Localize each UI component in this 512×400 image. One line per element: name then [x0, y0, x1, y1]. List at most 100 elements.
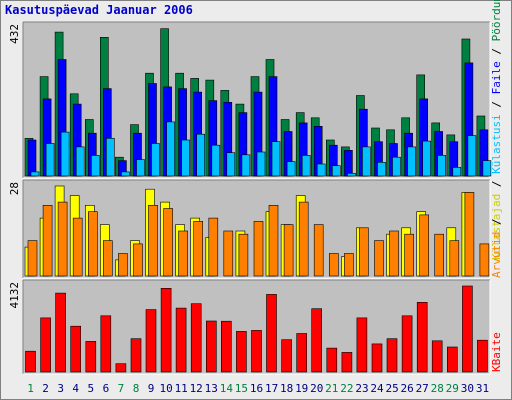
bar-k-lastusi-day-19: [301, 155, 311, 177]
bar-k-lastusi-day-11: [181, 139, 190, 177]
x-tick-label-23: 23: [355, 382, 368, 395]
x-tick-label-5: 5: [87, 382, 94, 395]
x-tick-label-8: 8: [133, 382, 140, 395]
bar-k-lastusi-day-14: [223, 230, 234, 277]
bar-k-lastusi-day-9: [148, 205, 158, 277]
bar-k-lastusi-day-4: [75, 146, 85, 177]
bar-k-lastusi-day-11: [178, 230, 188, 277]
bar-k-lastusi-day-7: [118, 253, 128, 277]
bar-kbaite-day-25: [386, 338, 398, 373]
bar-k-lastusi-day-26: [404, 233, 414, 277]
bar-kbaite-day-31: [477, 339, 488, 373]
bar-k-lastusi-day-12: [193, 221, 203, 277]
bar-k-lastusi-day-29: [449, 240, 460, 277]
bar-k-lastusi-day-14: [226, 152, 236, 177]
bar-k-lastusi-day-18: [286, 161, 296, 177]
bar-k-lastusi-day-31: [479, 243, 490, 277]
bar-k-lastusi-day-25: [392, 156, 401, 177]
panel-2-max-label: 28: [8, 182, 21, 195]
bar-k-lastusi-day-26: [407, 146, 416, 177]
x-tick-label-30: 30: [461, 382, 474, 395]
bar-kbaite-day-9: [145, 309, 157, 373]
bar-kbaite-day-19: [296, 333, 308, 373]
bar-kbaite-day-3: [55, 292, 66, 373]
bar-kbaite-day-27: [416, 301, 428, 373]
x-tick-label-10: 10: [159, 382, 172, 395]
bar-kbaite-day-29: [446, 346, 458, 373]
bar-k-lastusi-day-10: [163, 208, 173, 277]
panel-1-max-label: 432: [8, 24, 21, 44]
bar-k-lastusi-day-18: [283, 224, 294, 277]
bar-k-lastusi-day-17: [271, 141, 281, 177]
bar-k-lastusi-day-24: [377, 162, 386, 177]
bar-kbaite-day-2: [40, 317, 51, 373]
bar-kbaite-day-16: [251, 330, 262, 373]
bar-kbaite-day-4: [70, 325, 81, 373]
x-tick-label-11: 11: [175, 382, 188, 395]
bar-k-lastusi-day-30: [464, 192, 475, 277]
x-tick-label-17: 17: [265, 382, 278, 395]
legend-panel-1-item-6: Pöördumisi: [490, 0, 503, 41]
x-tick-label-15: 15: [235, 382, 248, 395]
bar-kbaite-day-26: [401, 315, 413, 373]
bar-k-lastusi-day-1: [30, 171, 40, 177]
bar-k-lastusi-day-31: [482, 160, 492, 177]
legend-panel-1: Külastajad / Külastusi / Faile / Pöördum…: [490, 0, 503, 260]
x-tick-label-25: 25: [385, 382, 398, 395]
legend-panel-3-item-0: KBaite: [490, 332, 503, 372]
bar-kbaite-day-21: [326, 347, 338, 373]
bar-kbaite-day-5: [85, 341, 97, 373]
x-tick-label-26: 26: [400, 382, 413, 395]
legend-panel-3: KBaite: [490, 332, 503, 372]
bar-k-lastusi-day-10: [166, 121, 175, 177]
bar-kbaite-day-22: [341, 352, 353, 373]
bar-kbaite-day-17: [266, 294, 277, 373]
bar-kbaite-day-7: [115, 363, 127, 373]
legend-panel-2-item-0: Arvutid: [490, 232, 503, 278]
bar-k-lastusi-day-29: [452, 167, 462, 177]
x-tick-label-20: 20: [310, 382, 323, 395]
bar-k-lastusi-day-1: [27, 240, 38, 277]
legend-panel-1-item-0: Külastajad: [490, 194, 503, 260]
x-tick-label-2: 2: [42, 382, 49, 395]
bar-kbaite-day-14: [221, 320, 232, 373]
x-tick-label-22: 22: [340, 382, 353, 395]
x-tick-label-24: 24: [370, 382, 384, 395]
bar-kbaite-day-23: [356, 317, 368, 373]
x-tick-label-1: 1: [27, 382, 34, 395]
x-tick-label-27: 27: [416, 382, 429, 395]
bar-kbaite-day-30: [462, 285, 473, 373]
bar-kbaite-day-15: [236, 331, 247, 373]
bar-kbaite-day-6: [100, 315, 112, 373]
x-tick-label-4: 4: [72, 382, 79, 395]
x-tick-label-13: 13: [205, 382, 218, 395]
bar-kbaite-day-20: [311, 308, 323, 373]
bar-k-lastusi-day-22: [347, 173, 356, 177]
chart-title: Kasutuspäevad Jaanuar 2006: [5, 3, 193, 17]
bar-kbaite-day-1: [25, 350, 36, 373]
x-tick-label-14: 14: [220, 382, 234, 395]
x-tick-label-3: 3: [57, 382, 64, 395]
legend-panel-1-item-4: Faile: [490, 61, 503, 94]
bar-k-lastusi-day-23: [359, 227, 369, 277]
bar-k-lastusi-day-23: [362, 146, 371, 177]
bar-k-lastusi-day-27: [422, 140, 432, 177]
bar-k-lastusi-day-20: [313, 224, 324, 277]
bar-kbaite-day-28: [431, 340, 443, 373]
bar-k-lastusi-day-9: [151, 143, 160, 177]
bar-k-lastusi-day-16: [256, 151, 266, 177]
bar-k-lastusi-day-21: [331, 165, 341, 177]
x-tick-label-19: 19: [295, 382, 308, 395]
bar-k-lastusi-day-28: [434, 233, 445, 277]
legend-panel-2: Arvutid /: [490, 218, 503, 278]
bar-k-lastusi-day-27: [419, 214, 430, 277]
bar-faile-day-1: [27, 139, 37, 177]
x-tick-label-7: 7: [118, 382, 125, 395]
legend-panel-1-item-5: /: [490, 41, 503, 61]
x-tick-label-21: 21: [325, 382, 338, 395]
bar-kbaite-day-18: [281, 339, 292, 373]
legend-panel-1-item-3: /: [490, 94, 503, 114]
bar-k-lastusi-day-12: [196, 133, 205, 177]
bar-k-lastusi-day-25: [389, 230, 399, 277]
